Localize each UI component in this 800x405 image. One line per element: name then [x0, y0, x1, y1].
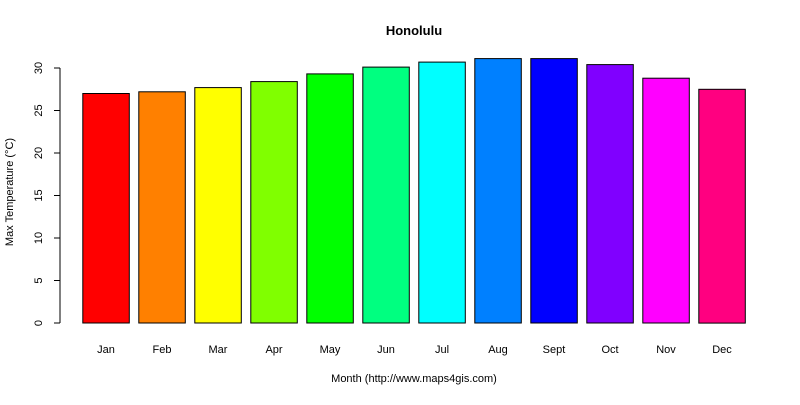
bar-feb [138, 91, 186, 324]
bar-jan [82, 93, 130, 324]
x-tick-label: Feb [153, 344, 172, 356]
y-tick-label: 10 [33, 232, 45, 244]
bar-mar [194, 87, 242, 324]
x-tick-label: Mar [209, 344, 228, 356]
x-tick-label: May [320, 344, 341, 356]
y-tick-label: 0 [33, 320, 45, 326]
y-tick-label: 25 [33, 104, 45, 116]
x-tick-label: Apr [265, 344, 282, 356]
x-tick-label: Oct [601, 344, 618, 356]
x-tick-label: Dec [712, 344, 732, 356]
bar-apr [250, 81, 298, 324]
x-tick-label: Jun [377, 344, 395, 356]
x-tick-label: Jul [435, 344, 449, 356]
y-tick-label: 15 [33, 189, 45, 201]
x-tick-label: Jan [97, 344, 115, 356]
bar-sept [530, 58, 578, 324]
y-tick-label: 30 [33, 62, 45, 74]
x-tick-label: Sept [543, 344, 566, 356]
bar-dec [698, 88, 746, 324]
bar-oct [586, 64, 634, 324]
bar-jul [418, 61, 466, 324]
chart-title: Honolulu [386, 23, 442, 38]
y-tick-label: 5 [33, 277, 45, 283]
y-tick-label: 20 [33, 147, 45, 159]
x-axis-label: Month (http://www.maps4gis.com) [331, 373, 497, 385]
x-tick-label: Aug [488, 344, 508, 356]
bar-jun [362, 66, 410, 324]
x-axis-tick-labels: Jan Feb Mar Apr May Jun Jul Aug Sept Oct Nov Dec [97, 344, 732, 356]
bar-aug [474, 58, 522, 324]
x-tick-label: Nov [656, 344, 676, 356]
y-axis: 0 5 10 15 20 25 30 [33, 62, 61, 326]
bar-nov [642, 77, 690, 324]
bar-may [306, 73, 354, 324]
y-axis-label: Max Temperature (°C) [4, 138, 16, 246]
bars [82, 58, 746, 324]
